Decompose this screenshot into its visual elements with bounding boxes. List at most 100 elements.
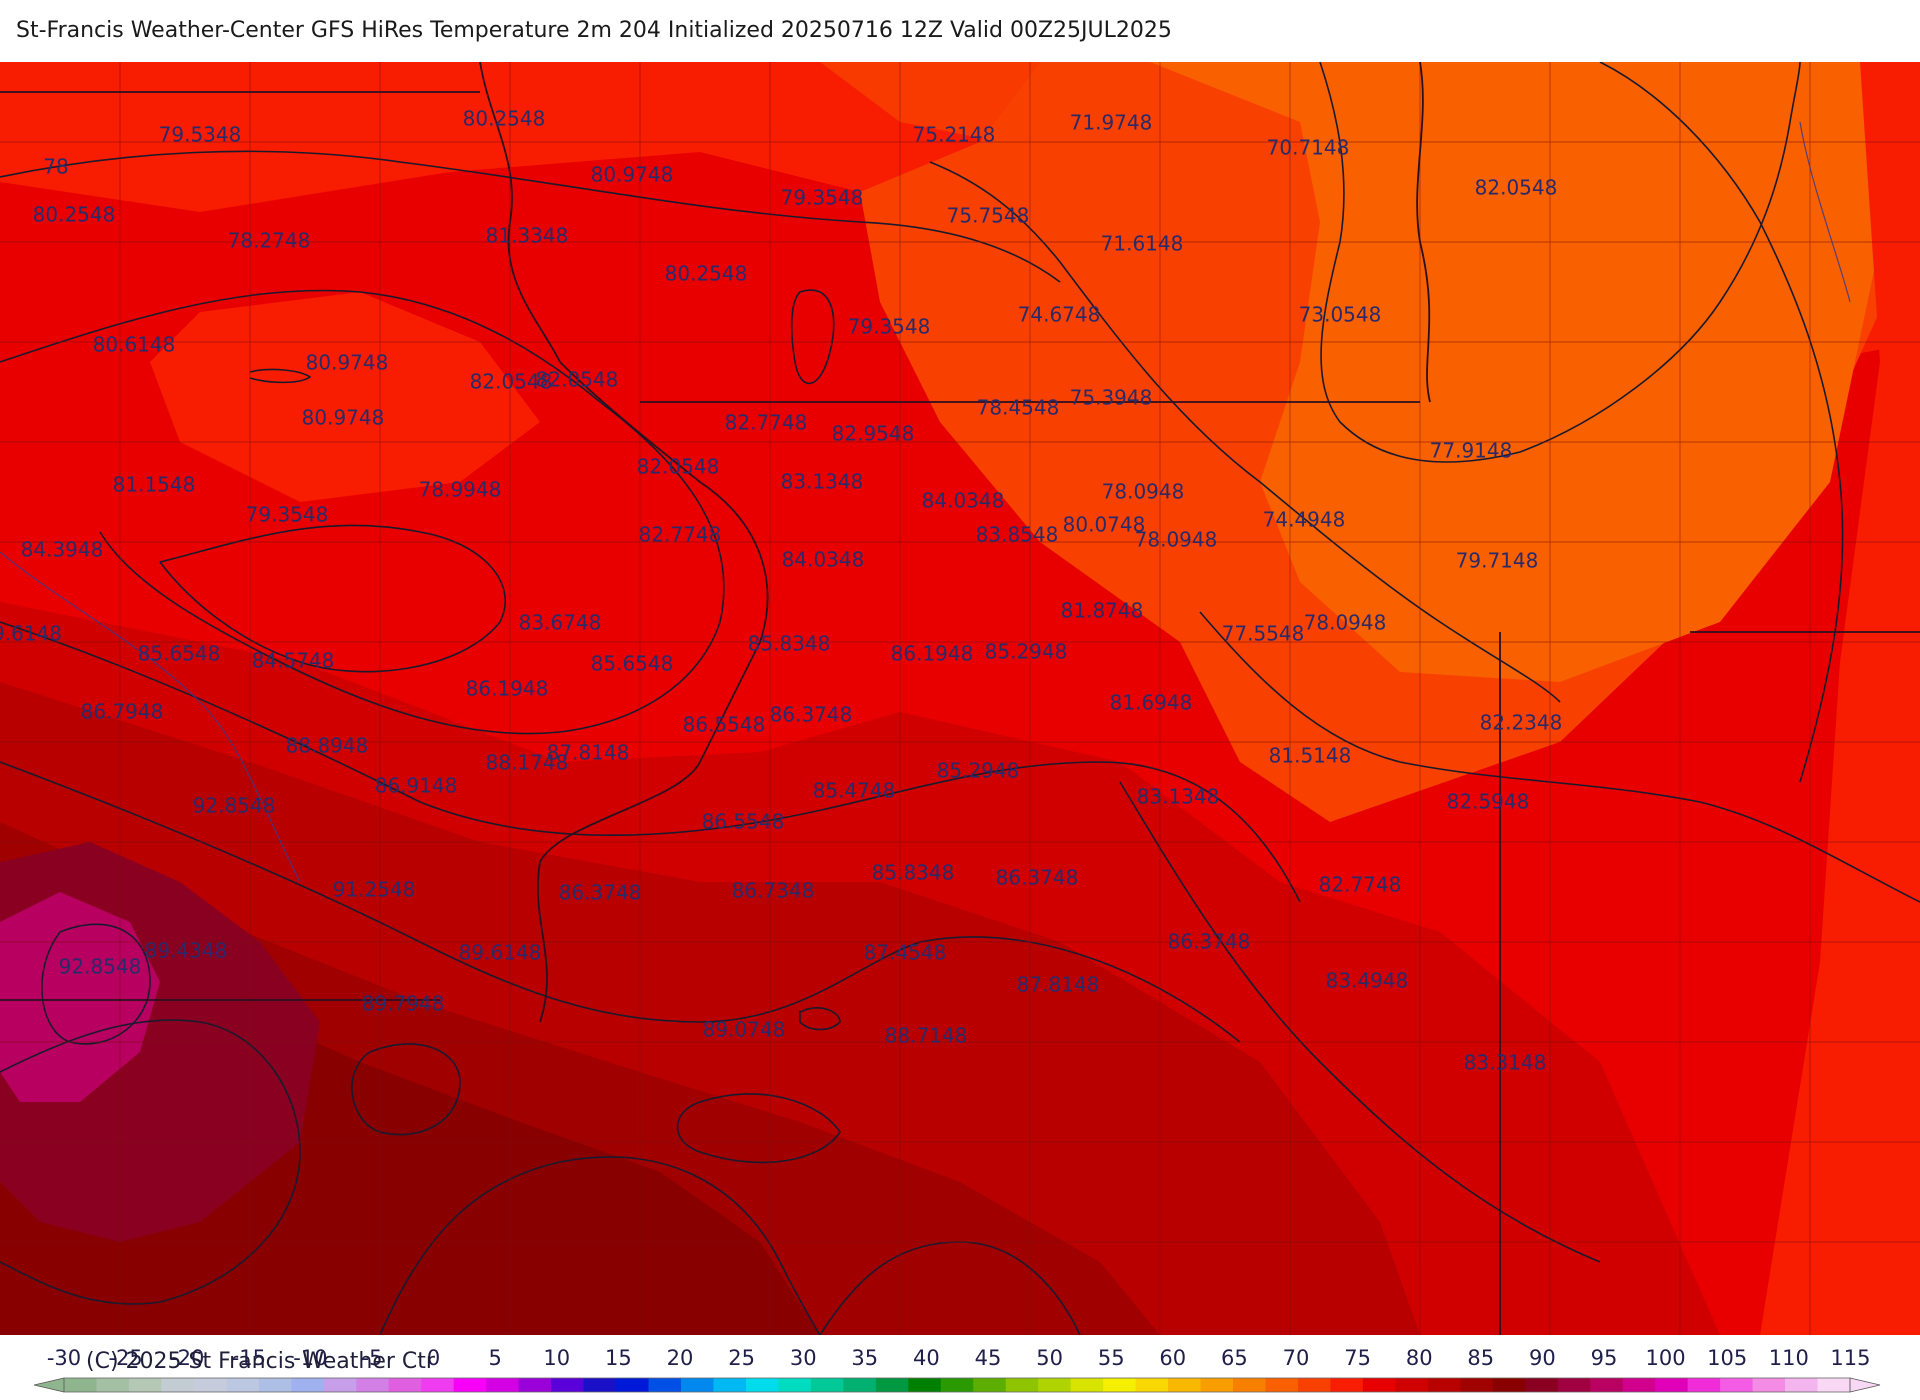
colorbar-tick-label: -20 bbox=[170, 1346, 204, 1370]
contour-label: 82.5948 bbox=[1447, 790, 1530, 814]
contour-label: 74.4948 bbox=[1263, 508, 1346, 532]
colorbar-swatch bbox=[258, 1378, 292, 1392]
colorbar-tick-label: -15 bbox=[232, 1346, 266, 1370]
colorbar-swatch bbox=[1785, 1378, 1819, 1392]
contour-label: 82.0548 bbox=[1475, 176, 1558, 200]
contour-label: 85.6548 bbox=[138, 642, 221, 666]
contour-label: 86.5548 bbox=[702, 810, 785, 834]
isotherm-lines bbox=[0, 62, 1920, 1335]
contour-label: 83.1348 bbox=[781, 470, 864, 494]
colorbar-tick-label: 100 bbox=[1646, 1346, 1686, 1370]
contour-label: 85.2948 bbox=[937, 759, 1020, 783]
colorbar-tick-label: 0 bbox=[427, 1346, 440, 1370]
colorbar-swatch bbox=[875, 1378, 909, 1392]
colorbar-swatch bbox=[1070, 1378, 1104, 1392]
contour-label: 85.4748 bbox=[813, 779, 896, 803]
contour-label: 80.6148 bbox=[93, 333, 176, 357]
colorbar-tick-label: 10 bbox=[543, 1346, 570, 1370]
colorbar-high-arrow bbox=[1849, 1377, 1881, 1393]
contour-label: 77.5548 bbox=[1222, 622, 1305, 646]
contour-label: 83.8548 bbox=[976, 523, 1059, 547]
colorbar-swatch bbox=[1200, 1378, 1234, 1392]
contour-label: 82.0548 bbox=[637, 455, 720, 479]
colorbar-swatch bbox=[1525, 1378, 1559, 1392]
colorbar-swatch bbox=[1265, 1378, 1299, 1392]
contour-label: 85.6548 bbox=[591, 652, 674, 676]
contour-label: 82.0548 bbox=[536, 368, 619, 392]
contour-label: 84.5748 bbox=[252, 649, 335, 673]
contour-label: 86.1948 bbox=[891, 642, 974, 666]
colorbar-swatch bbox=[421, 1378, 455, 1392]
contour-label: 86.9148 bbox=[375, 774, 458, 798]
contour-label: 89.6148 bbox=[459, 941, 542, 965]
colorbar-tick-label: 45 bbox=[975, 1346, 1002, 1370]
contour-label: 92.8548 bbox=[59, 955, 142, 979]
colorbar-swatch bbox=[1330, 1378, 1364, 1392]
colorbar-swatch bbox=[1460, 1378, 1494, 1392]
colorbar-tick-label: 90 bbox=[1529, 1346, 1556, 1370]
contour-label: 88.8948 bbox=[286, 734, 369, 758]
contour-label: 82.7748 bbox=[1319, 873, 1402, 897]
contour-label: 79.3548 bbox=[246, 503, 329, 527]
contour-label: 84.0348 bbox=[782, 548, 865, 572]
colorbar-tick-label: 30 bbox=[790, 1346, 817, 1370]
colorbar-tick-label: 115 bbox=[1830, 1346, 1870, 1370]
contour-label: 75.7548 bbox=[947, 204, 1030, 228]
colorbar-swatch bbox=[1103, 1378, 1137, 1392]
colorbar-swatch bbox=[1622, 1378, 1656, 1392]
colorbar-swatch bbox=[1720, 1378, 1754, 1392]
colorbar-swatch bbox=[1038, 1378, 1072, 1392]
contour-label: 80.2548 bbox=[33, 203, 116, 227]
contour-label: 87.8148 bbox=[1017, 973, 1100, 997]
contour-label: 75.3948 bbox=[1070, 386, 1153, 410]
colorbar-swatch bbox=[96, 1378, 130, 1392]
contour-label: 86.7348 bbox=[732, 879, 815, 903]
colorbar-swatch bbox=[940, 1378, 974, 1392]
contour-label: 84.3948 bbox=[21, 538, 104, 562]
colorbar-tick-labels: -30 -25 -20 -15 -10 -5 0 5 10 15 20 25 30 35 40 45 50 55 6… bbox=[47, 1346, 1871, 1370]
contour-label: 79.3548 bbox=[848, 315, 931, 339]
contour-label: 82.9548 bbox=[832, 422, 915, 446]
colorbar-swatch bbox=[713, 1378, 747, 1392]
contour-label: 79.7148 bbox=[1456, 549, 1539, 573]
contour-label: 82.7748 bbox=[725, 411, 808, 435]
colorbar-swatch bbox=[128, 1378, 163, 1392]
contour-label: 78.9948 bbox=[419, 478, 502, 502]
contour-label: 83.4948 bbox=[1326, 969, 1409, 993]
colorbar-swatch bbox=[648, 1378, 682, 1392]
colorbar-swatch bbox=[810, 1378, 844, 1392]
contour-label: 79.3548 bbox=[781, 186, 864, 210]
contour-label: 89.4348 bbox=[145, 939, 228, 963]
colorbar-swatch bbox=[1590, 1378, 1624, 1392]
colorbar-low-arrow bbox=[33, 1377, 65, 1393]
colorbar-tick-label: -5 bbox=[362, 1346, 383, 1370]
colorbar-swatch bbox=[486, 1378, 520, 1392]
contour-label: 82.0548 bbox=[470, 370, 553, 394]
contour-label: 86.3748 bbox=[770, 703, 853, 727]
colorbar-tick-label: 50 bbox=[1036, 1346, 1063, 1370]
contour-label: 81.6948 bbox=[1110, 691, 1193, 715]
contour-label: 78 bbox=[43, 155, 68, 179]
colorbar-swatch bbox=[1817, 1378, 1851, 1392]
temperature-map[interactable]: 78 79.5348 80.2548 80.9748 79.3548 75.2148 71.… bbox=[0, 62, 1920, 1335]
contour-label: 85.8348 bbox=[872, 861, 955, 885]
colorbar-swatch bbox=[1687, 1378, 1721, 1392]
colorbar-swatch bbox=[1362, 1378, 1396, 1392]
contour-label: 88.1748 bbox=[486, 751, 569, 775]
contour-label: 85.8348 bbox=[748, 632, 831, 656]
colorbar-tick-label: 60 bbox=[1159, 1346, 1186, 1370]
contour-label: 83.1348 bbox=[1137, 785, 1220, 809]
contour-label: 81.1548 bbox=[113, 473, 196, 497]
colorbar-swatch bbox=[388, 1378, 422, 1392]
colorbar-swatch bbox=[843, 1378, 877, 1392]
colorbar-swatch bbox=[1233, 1378, 1267, 1392]
contour-labels: 78 79.5348 80.2548 80.9748 79.3548 75.2148 71.… bbox=[0, 107, 1562, 1075]
contour-label: 84.0348 bbox=[922, 489, 1005, 513]
contour-label: 86.3748 bbox=[1168, 930, 1251, 954]
colorbar-swatch bbox=[226, 1378, 260, 1392]
contour-label: 85.2948 bbox=[985, 640, 1068, 664]
colorbar-swatch bbox=[1655, 1378, 1689, 1392]
copyright-notice: (C) 2025 St Francis Weather Ctr bbox=[86, 1349, 435, 1374]
colorbar-tick-label: -25 bbox=[108, 1346, 142, 1370]
colorbar-swatch bbox=[1297, 1378, 1332, 1392]
